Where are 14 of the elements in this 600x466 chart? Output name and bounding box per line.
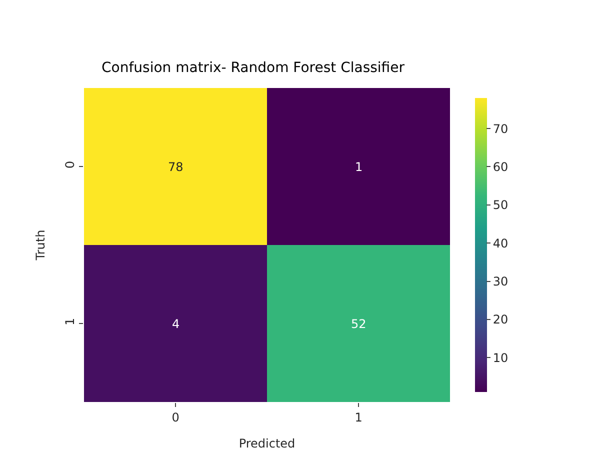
color-bar-label: 10 [492, 350, 508, 365]
data-label: 1 [355, 160, 363, 174]
data-label: 4 [172, 317, 180, 331]
data-label: 78 [168, 160, 184, 174]
color-bar-label: 60 [492, 160, 508, 174]
chart-title: Confusion matrix- Random Forest Classifier [102, 60, 405, 76]
color-bar-label: 50 [492, 198, 508, 212]
x-axis-title: Predicted [238, 436, 296, 450]
color-bar-label: 20 [492, 312, 508, 327]
color-bar-label: 30 [492, 274, 508, 288]
y-axis-title: Truth [34, 230, 48, 262]
color-bar-label: 40 [492, 236, 508, 250]
data-label: 52 [351, 317, 366, 331]
color-bar-label: 70 [492, 122, 508, 136]
